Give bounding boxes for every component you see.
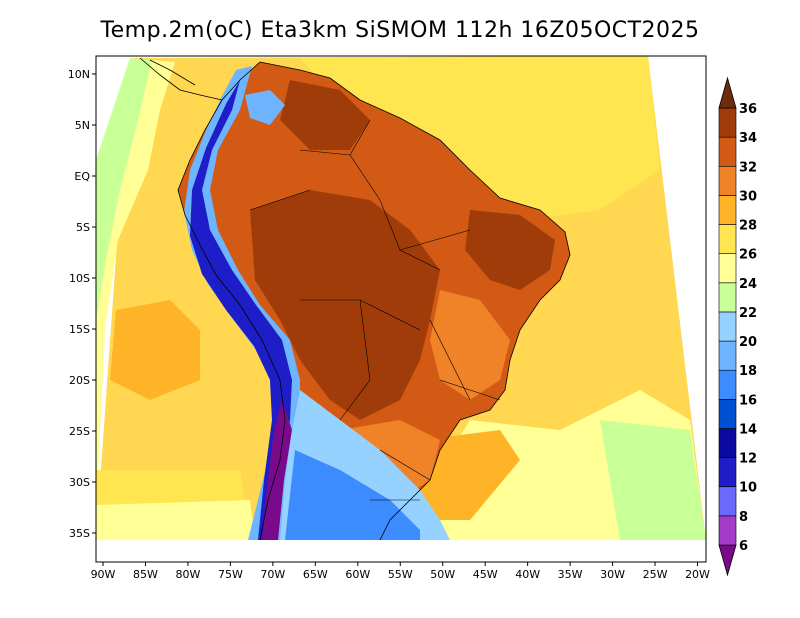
colorbar-segment bbox=[718, 253, 737, 284]
lon-tick-label: 60W bbox=[345, 568, 370, 581]
continent-outline bbox=[177, 61, 571, 541]
lat-tick-label: 15S bbox=[69, 323, 90, 336]
colorbar-segment bbox=[718, 165, 737, 196]
colorbar-segment bbox=[718, 428, 737, 458]
northern-andes-cool bbox=[245, 90, 285, 125]
colorbar-segment bbox=[718, 282, 737, 313]
colorbar-label: 34 bbox=[739, 131, 757, 146]
colorbar-segment bbox=[718, 457, 737, 488]
longitude-axis: 90W 85W 80W 75W 70W 65W 60W 55W 50W 45W 40W 35W 30W 2… bbox=[91, 562, 710, 581]
lon-tick-label: 25W bbox=[643, 568, 668, 581]
colorbar-label: 6 bbox=[739, 539, 748, 554]
colorbar-label: 20 bbox=[739, 335, 757, 350]
colorbar-segment bbox=[718, 515, 737, 546]
colorbar-segment bbox=[718, 195, 737, 225]
andes-cold-core bbox=[190, 80, 292, 540]
colorbar-lower-arrow bbox=[718, 544, 737, 577]
country-borders bbox=[249, 119, 501, 501]
lon-tick-label: 90W bbox=[91, 568, 116, 581]
lon-tick-label: 75W bbox=[218, 568, 243, 581]
colorbar-label: 18 bbox=[739, 364, 757, 379]
lat-tick-label: 35S bbox=[69, 527, 90, 540]
colorbar-segment bbox=[718, 340, 737, 371]
lon-tick-label: 20W bbox=[685, 568, 710, 581]
map-title: Temp.2m(oC) Eta3km SiSMOM 112h 16Z05OCT2… bbox=[100, 18, 700, 43]
pacific-orange-patch bbox=[110, 300, 200, 400]
colorbar-label: 8 bbox=[739, 510, 748, 525]
colorbar-segment bbox=[718, 399, 737, 429]
lat-tick-label: EQ bbox=[74, 170, 90, 183]
south-pacific-cool bbox=[96, 500, 255, 540]
lon-tick-label: 40W bbox=[515, 568, 540, 581]
colorbar-segment bbox=[718, 369, 737, 400]
plot-frame bbox=[95, 55, 707, 563]
atlantic-warm-zone bbox=[300, 56, 660, 220]
lat-tick-label: 30S bbox=[69, 476, 90, 489]
temperature-field bbox=[96, 56, 706, 540]
colorbar-label: 26 bbox=[739, 248, 757, 263]
lon-tick-label: 65W bbox=[303, 568, 328, 581]
central-america-outline bbox=[139, 57, 223, 101]
amazon-hot-core bbox=[250, 190, 440, 420]
colorbar-segment bbox=[718, 136, 737, 167]
colorbar-label: 14 bbox=[739, 422, 757, 437]
colorbar-segment bbox=[718, 311, 737, 342]
colorbar-label: 36 bbox=[739, 102, 757, 117]
colorbar-segment bbox=[718, 224, 737, 254]
lon-tick-label: 35W bbox=[558, 568, 583, 581]
lon-tick-label: 70W bbox=[260, 568, 285, 581]
south-atlantic-green bbox=[600, 420, 706, 540]
northeast-hot-core bbox=[465, 210, 555, 290]
lat-tick-label: 5N bbox=[75, 119, 90, 132]
colorbar-label: 16 bbox=[739, 393, 757, 408]
coastal-orange bbox=[420, 430, 520, 520]
lat-tick-label: 20S bbox=[69, 374, 90, 387]
north-hot-core bbox=[280, 80, 370, 150]
latitude-axis: 10N 5N EQ 5S 10S 15S 20S 25S 30S 35S bbox=[68, 68, 96, 540]
colorbar-label: 24 bbox=[739, 277, 757, 292]
southern-cone-blue bbox=[285, 450, 420, 540]
colorbar-label: 32 bbox=[739, 160, 757, 175]
colorbar-label: 22 bbox=[739, 306, 757, 321]
colorbar-label: 12 bbox=[739, 452, 757, 467]
lat-tick-label: 25S bbox=[69, 425, 90, 438]
colorbar-label: 30 bbox=[739, 189, 757, 204]
lon-tick-label: 80W bbox=[175, 568, 200, 581]
highland-orange bbox=[430, 290, 510, 400]
lon-tick-label: 45W bbox=[473, 568, 498, 581]
pacific-green-strip bbox=[96, 58, 152, 320]
colorbar-label: 10 bbox=[739, 481, 757, 496]
colorbar-label: 28 bbox=[739, 219, 757, 234]
lon-tick-label: 85W bbox=[133, 568, 158, 581]
lon-tick-label: 30W bbox=[600, 568, 625, 581]
colorbar-upper-arrow bbox=[718, 76, 737, 109]
lat-tick-label: 5S bbox=[76, 221, 90, 234]
colorbar-segment bbox=[718, 107, 737, 138]
lat-tick-label: 10N bbox=[68, 68, 90, 81]
lat-tick-label: 10S bbox=[69, 272, 90, 285]
colorbar: 6 8 10 12 14 16 18 20 22 24 26 28 30 32 34 36 bbox=[718, 76, 757, 577]
lon-tick-label: 55W bbox=[388, 568, 413, 581]
lon-tick-label: 50W bbox=[430, 568, 455, 581]
coastlines bbox=[139, 57, 571, 541]
colorbar-segment bbox=[718, 486, 737, 517]
